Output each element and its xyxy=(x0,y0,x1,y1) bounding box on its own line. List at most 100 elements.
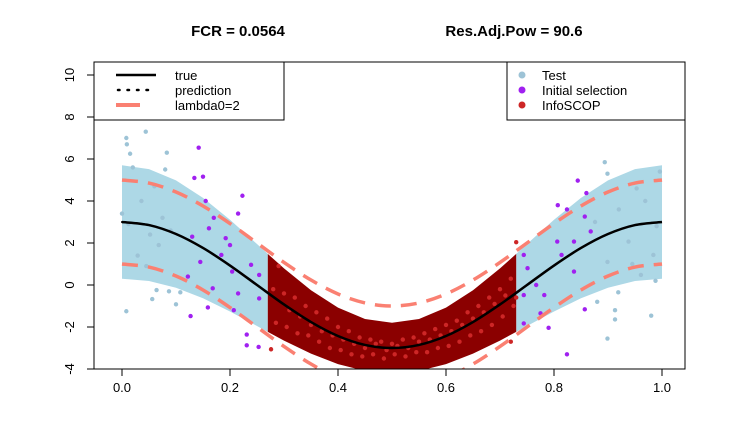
initial-selection-point xyxy=(521,292,526,298)
infoscop-point xyxy=(457,339,462,344)
initial-selection-point xyxy=(582,214,587,219)
infoscop-point xyxy=(414,350,419,355)
initial-selection-point xyxy=(210,286,215,291)
initial-selection-point xyxy=(205,305,211,310)
infoscop-point xyxy=(368,337,373,342)
initial-selection-point xyxy=(571,239,577,244)
initial-selection-point xyxy=(231,308,236,313)
initial-selection-point xyxy=(203,198,208,204)
initial-selection-point xyxy=(248,262,254,268)
test-point xyxy=(605,171,610,176)
plot-area xyxy=(119,129,663,369)
initial-selection-point xyxy=(235,291,241,296)
infoscop-point xyxy=(460,322,465,328)
x-tick-label: 1.0 xyxy=(653,380,671,395)
legend-infoscop-swatch xyxy=(518,101,526,109)
infoscop-point xyxy=(276,263,281,269)
infoscop-point xyxy=(327,345,333,351)
infoscop-point xyxy=(403,354,408,359)
infoscop-point xyxy=(422,331,427,336)
initial-selection-point xyxy=(546,325,551,331)
infoscop-point xyxy=(446,343,451,349)
test-point xyxy=(612,308,618,313)
infoscop-point xyxy=(319,329,324,334)
x-tick-label: 0.4 xyxy=(329,380,347,395)
infoscop-point xyxy=(489,322,495,328)
initial-selection-point xyxy=(555,239,560,244)
test-point xyxy=(657,169,663,174)
infoscop-point xyxy=(508,276,513,281)
initial-selection-point xyxy=(525,266,530,271)
test-point xyxy=(139,198,144,204)
infoscop-point xyxy=(476,303,481,309)
initial-selection-point xyxy=(582,307,587,312)
x-tick-label: 0.6 xyxy=(437,380,455,395)
infoscop-point xyxy=(514,239,519,245)
infoscop-point xyxy=(470,316,476,321)
infoscop-band xyxy=(267,253,517,369)
infoscop-point xyxy=(381,356,387,361)
infoscop-point xyxy=(454,318,459,323)
initial-selection-point xyxy=(571,269,577,274)
initial-selection-point xyxy=(256,296,262,301)
test-point xyxy=(630,261,635,267)
test-point xyxy=(178,290,183,295)
legend-initial-label: Initial selection xyxy=(542,83,627,98)
test-point xyxy=(147,232,153,237)
infoscop-point xyxy=(268,347,274,352)
test-point xyxy=(592,219,598,225)
initial-selection-point xyxy=(219,252,224,258)
initial-selection-point xyxy=(227,242,233,248)
infoscop-point xyxy=(411,335,416,340)
prediction-line xyxy=(121,221,663,350)
test-point xyxy=(156,242,161,248)
infoscop-point xyxy=(478,329,484,334)
infoscop-point xyxy=(303,303,308,309)
initial-selection-point xyxy=(206,226,212,231)
y-tick-label: 2 xyxy=(62,239,77,246)
test-point xyxy=(616,207,621,212)
test-point xyxy=(653,278,658,283)
initial-selection-point xyxy=(244,332,249,337)
y-tick-label: 8 xyxy=(62,113,77,120)
infoscop-point xyxy=(360,354,365,359)
infoscop-point xyxy=(335,324,341,330)
test-point xyxy=(166,289,172,294)
infoscop-point xyxy=(292,295,297,300)
infoscop-point xyxy=(443,322,449,328)
initial-selection-point xyxy=(521,252,526,258)
initial-selection-point xyxy=(521,321,526,326)
infoscop-point xyxy=(338,347,343,353)
initial-selection-point xyxy=(211,215,216,220)
test-point xyxy=(119,211,125,216)
chart-title-power: Res.Adj.Pow = 90.6 xyxy=(445,23,582,40)
infoscop-point xyxy=(416,339,422,344)
infoscop-point xyxy=(281,291,287,296)
x-tick-label: 0.8 xyxy=(545,380,563,395)
infoscop-point xyxy=(400,337,405,342)
y-tick-label: 10 xyxy=(62,68,77,82)
infoscop-point xyxy=(468,333,473,338)
y-tick-label: 6 xyxy=(62,155,77,162)
initial-selection-point xyxy=(256,344,261,350)
initial-selection-point xyxy=(192,175,197,181)
initial-selection-point xyxy=(229,269,235,274)
test-point xyxy=(160,215,165,220)
initial-selection-point xyxy=(564,207,570,212)
test-point xyxy=(135,253,140,258)
y-tick-label: 0 xyxy=(62,281,77,288)
infoscop-point xyxy=(500,314,505,319)
x-tick-label: 0.0 xyxy=(113,380,131,395)
infoscop-point xyxy=(357,335,362,340)
test-point xyxy=(602,159,607,165)
infoscop-point xyxy=(325,316,330,321)
initial-selection-point xyxy=(564,352,570,357)
test-point xyxy=(605,259,610,265)
infoscop-point xyxy=(362,345,368,351)
initial-selection-point xyxy=(575,178,580,183)
y-tick-label: 4 xyxy=(62,197,77,204)
legend-true-label: true xyxy=(175,68,197,83)
infoscop-point xyxy=(492,301,497,307)
legend-lambda-label: lambda0=2 xyxy=(175,98,240,113)
